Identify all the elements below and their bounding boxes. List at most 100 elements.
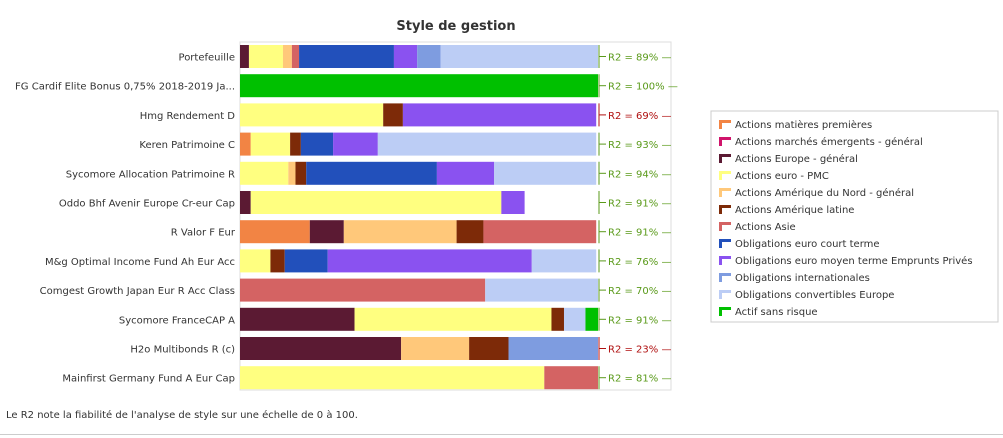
bar-segment[interactable] — [377, 132, 597, 156]
bar-segment[interactable] — [563, 307, 586, 331]
bar-segment[interactable] — [240, 191, 251, 214]
bar-segment[interactable] — [501, 191, 525, 214]
legend-swatch — [719, 239, 731, 242]
r2-label: R2 = 91% — — [608, 315, 671, 326]
category-label: Portefeuille — [179, 53, 235, 64]
legend-swatch-stem — [719, 273, 722, 282]
legend-entry[interactable]: Actions matières premières — [735, 119, 872, 131]
bar-segment[interactable] — [300, 132, 334, 156]
bar-segment[interactable] — [436, 161, 495, 185]
category-label: Keren Patrimoine C — [139, 140, 235, 151]
legend-swatch-stem — [719, 171, 722, 180]
bar-segment[interactable] — [494, 161, 597, 185]
bar-segment[interactable] — [354, 307, 552, 331]
bar-segment[interactable] — [284, 249, 328, 273]
bar-segment[interactable] — [240, 249, 271, 273]
bar-segment[interactable] — [270, 249, 285, 273]
r2-label: R2 = 23% — — [608, 345, 671, 356]
legend-swatch-stem — [719, 205, 722, 214]
r2-label: R2 = 93% — — [608, 140, 671, 151]
legend-swatch-stem — [719, 154, 722, 163]
r2-label: R2 = 94% — — [608, 169, 671, 180]
bar-segment[interactable] — [440, 45, 598, 68]
category-label: Sycomore FranceCAP A — [119, 315, 235, 326]
bar-segment[interactable] — [469, 337, 509, 360]
bar-segment[interactable] — [333, 132, 378, 156]
legend-swatch-stem — [719, 307, 722, 316]
bar-segment[interactable] — [240, 337, 402, 360]
category-label: H2o Multibonds R (c) — [130, 345, 235, 356]
legend-entry[interactable]: Obligations convertibles Europe — [735, 290, 894, 301]
r2-label: R2 = 91% — — [608, 228, 671, 239]
legend-entry[interactable]: Actions Europe - général — [735, 153, 858, 165]
legend-box — [710, 110, 999, 323]
bar-segment[interactable] — [240, 366, 545, 390]
legend-entry[interactable]: Actions marchés émergents - général — [735, 136, 923, 148]
bar-segment[interactable] — [485, 278, 598, 302]
legend-swatch-stem — [719, 137, 722, 146]
legend-entry[interactable]: Obligations euro moyen terme Emprunts Pr… — [735, 255, 973, 267]
bar-segment[interactable] — [295, 161, 307, 185]
bar-segment[interactable] — [240, 132, 251, 156]
legend-swatch-stem — [719, 256, 722, 265]
r2-label: R2 = 89% — — [608, 53, 671, 64]
legend-swatch — [719, 273, 731, 276]
bar-segment[interactable] — [240, 161, 289, 185]
category-labels: Portefeuille FG Cardif Elite Bonus 0,75% … — [15, 53, 236, 385]
legend-entry[interactable]: Actions Amérique latine — [735, 204, 854, 216]
bar-segment[interactable] — [327, 249, 532, 273]
legend-entry[interactable]: Actions euro - PMC — [735, 171, 829, 182]
bar-segment[interactable] — [248, 45, 283, 68]
legend-swatch — [719, 137, 731, 140]
bar-segment[interactable] — [282, 45, 292, 68]
bar-segment[interactable] — [240, 220, 310, 244]
r2-label: R2 = 100% — — [608, 82, 678, 93]
legend-entry[interactable]: Actif sans risque — [735, 307, 818, 318]
legend-entry[interactable]: Actions Asie — [735, 222, 796, 233]
category-label: Oddo Bhf Avenir Europe Cr-eur Cap — [59, 199, 235, 210]
bar-segment[interactable] — [306, 161, 437, 185]
r2-label: R2 = 69% — — [608, 111, 671, 122]
bar-segment[interactable] — [309, 220, 344, 244]
legend-swatch — [719, 256, 731, 259]
bar-segment[interactable] — [483, 220, 597, 244]
category-label: R Valor F Eur — [171, 228, 236, 239]
bar-segment[interactable] — [531, 249, 597, 273]
r2-label: R2 = 70% — — [608, 286, 671, 297]
bar-segment[interactable] — [288, 161, 296, 185]
bar-segment[interactable] — [240, 103, 384, 127]
legend-entry[interactable]: Obligations euro court terme — [735, 239, 880, 250]
bar-segment[interactable] — [393, 45, 418, 68]
category-label: FG Cardif Elite Bonus 0,75% 2018-2019 Ja… — [15, 82, 235, 93]
bar-segment[interactable] — [240, 278, 486, 302]
bar-segment[interactable] — [250, 191, 502, 214]
bar-segment[interactable] — [401, 337, 470, 360]
legend-swatch-stem — [719, 120, 722, 129]
bar-segment[interactable] — [544, 366, 598, 390]
legend-swatch-stem — [719, 290, 722, 299]
category-label: Hmg Rendement D — [140, 111, 236, 122]
bar-segment[interactable] — [456, 220, 484, 244]
bar-segment[interactable] — [240, 307, 355, 331]
legend-swatch-stem — [719, 188, 722, 197]
legend-entry[interactable]: Obligations internationales — [735, 273, 870, 284]
bar-segment[interactable] — [551, 307, 564, 331]
bar-segment[interactable] — [417, 45, 441, 68]
legend-swatch — [719, 154, 731, 157]
category-label: Mainfirst Germany Fund A Eur Cap — [62, 374, 235, 385]
bar-segment[interactable] — [240, 74, 598, 98]
r2-label: R2 = 91% — — [608, 199, 671, 210]
bar-segment[interactable] — [383, 103, 403, 127]
bar-segment[interactable] — [585, 307, 598, 331]
chart-title: Style de gestion — [396, 19, 515, 34]
bar-segment[interactable] — [250, 132, 291, 156]
bar-segment[interactable] — [290, 132, 301, 156]
bar-segment[interactable] — [343, 220, 457, 244]
bar-segment[interactable] — [299, 45, 394, 68]
bar-segment[interactable] — [240, 45, 249, 68]
bar-segment[interactable] — [508, 337, 599, 360]
legend: Actions matières premières Actions marché… — [710, 110, 999, 323]
bar-segment[interactable] — [291, 45, 300, 68]
legend-entry[interactable]: Actions Amérique du Nord - général — [735, 187, 914, 199]
bar-segment[interactable] — [402, 103, 597, 127]
